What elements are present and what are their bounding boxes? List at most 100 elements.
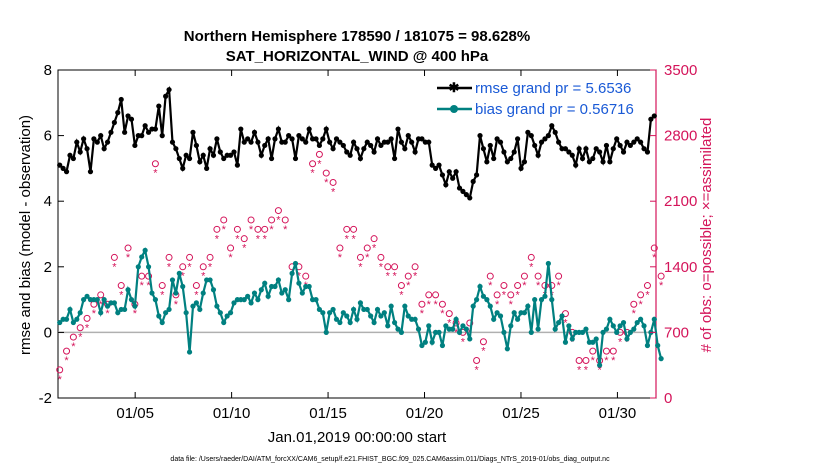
rmse-point-77 — [320, 136, 326, 142]
obs-assimilated-52: * — [235, 233, 240, 245]
obs-possible-40 — [192, 282, 200, 290]
bias-point-47 — [217, 310, 223, 316]
obs-possible-138 — [527, 253, 535, 261]
obs-assimilated-172: * — [645, 289, 650, 301]
rmse-point-167 — [627, 142, 633, 149]
obs-possible-96 — [384, 263, 392, 271]
rmse-point-130 — [501, 149, 507, 155]
rmse-point-160 — [603, 142, 610, 149]
bias-point-96 — [385, 323, 391, 329]
obs-possible-50 — [227, 244, 235, 252]
bias-point-94 — [378, 313, 384, 319]
obs-assimilated-90: * — [365, 252, 370, 264]
obs-possible-76 — [315, 150, 323, 158]
obs-assimilated-34: * — [174, 299, 179, 311]
obs-assimilated-8: * — [85, 322, 90, 334]
rmse-point-70 — [296, 133, 302, 139]
rmse-point-121 — [470, 178, 476, 185]
obs-possible-38 — [186, 253, 194, 261]
bias-point-137 — [525, 303, 531, 309]
rmse-point-97 — [388, 136, 394, 142]
rmse-point-54 — [241, 139, 247, 145]
bias-point-91 — [368, 313, 374, 319]
bias-point-40 — [193, 300, 199, 306]
obs-possible-36 — [179, 263, 187, 271]
rmse-point-87 — [354, 146, 360, 152]
rmse-point-173 — [648, 116, 654, 122]
bias-point-66 — [282, 287, 288, 293]
rmse-point-174 — [651, 113, 657, 119]
rmse-point-73 — [306, 126, 312, 132]
rmse-point-124 — [480, 146, 487, 152]
bias-point-48 — [221, 319, 227, 326]
obs-possible-168 — [630, 300, 638, 308]
rmse-point-19 — [122, 129, 128, 135]
rmse-point-111 — [436, 162, 442, 168]
bias-point-19 — [122, 306, 128, 313]
bias-point-81 — [333, 316, 340, 322]
obs-assimilated-122: * — [474, 364, 479, 376]
obs-assimilated-170: * — [638, 299, 643, 311]
bias-point-22 — [132, 303, 138, 309]
rmse-point-11 — [94, 139, 100, 145]
obs-possible-160 — [602, 347, 610, 355]
obs-assimilated-110: * — [433, 299, 438, 311]
bias-point-20 — [125, 287, 131, 293]
bias-point-171 — [641, 323, 647, 329]
obs-assimilated-74: * — [310, 168, 315, 180]
rmse-point-112 — [439, 172, 446, 178]
bias-point-106 — [419, 342, 425, 349]
bias-point-158 — [597, 362, 603, 368]
obs-assimilated-58: * — [256, 233, 261, 245]
bias-point-16 — [111, 300, 117, 306]
bias-point-133 — [511, 310, 517, 316]
bias-point-175 — [655, 342, 661, 349]
obs-possible-20 — [124, 244, 132, 252]
rmse-point-61 — [265, 136, 271, 142]
bias-point-124 — [480, 293, 487, 299]
rmse-point-9 — [87, 169, 94, 175]
obs-possible-136 — [520, 272, 528, 280]
bias-point-111 — [436, 329, 442, 335]
obs-possible-66 — [281, 216, 289, 224]
obs-possible-42 — [199, 263, 207, 271]
bias-point-26 — [145, 264, 152, 270]
obs-assimilated-124: * — [481, 346, 486, 358]
rmse-point-108 — [426, 139, 432, 145]
rmse-point-109 — [429, 162, 435, 168]
bias-point-112 — [439, 342, 446, 349]
rmse-point-115 — [450, 175, 456, 181]
obs-assimilated-154: * — [584, 364, 589, 376]
obs-possible-4 — [69, 333, 77, 341]
bias-point-34 — [173, 290, 179, 296]
rmse-point-69 — [292, 155, 299, 162]
bias-point-69 — [292, 260, 299, 267]
rmse-point-93 — [374, 136, 381, 142]
rmse-point-156 — [590, 155, 596, 162]
rmse-point-7 — [81, 136, 87, 142]
chart-title: Northern Hemisphere 178590 / 181075 = 98… — [184, 28, 530, 45]
legend-bias-label: bias grand pr = 0.56716 — [475, 101, 634, 118]
rmse-point-140 — [535, 152, 541, 158]
obs-assimilated-86: * — [351, 233, 356, 245]
rmse-point-17 — [115, 110, 121, 116]
obs-assimilated-70: * — [297, 271, 302, 283]
obs-assimilated-30: * — [160, 289, 165, 301]
rmse-point-33 — [169, 139, 176, 145]
rmse-point-4 — [70, 155, 76, 162]
bias-point-98 — [391, 319, 398, 326]
rmse-point-138 — [528, 133, 534, 139]
obs-assimilated-36: * — [181, 271, 186, 283]
bias-point-17 — [115, 310, 121, 316]
rmse-point-128 — [494, 136, 500, 142]
x-tick-label-2: 01/15 — [309, 405, 347, 422]
rmse-point-106 — [419, 136, 425, 142]
y-right-tick-label-3: 2100 — [664, 193, 697, 210]
y-left-tick-label-3: 4 — [44, 193, 52, 210]
obs-assimilated-76: * — [317, 158, 322, 170]
bias-point-63 — [272, 283, 278, 290]
obs-possible-110 — [432, 291, 440, 299]
bias-point-134 — [515, 316, 521, 322]
rmse-point-86 — [350, 139, 357, 145]
bias-point-51 — [231, 300, 237, 306]
